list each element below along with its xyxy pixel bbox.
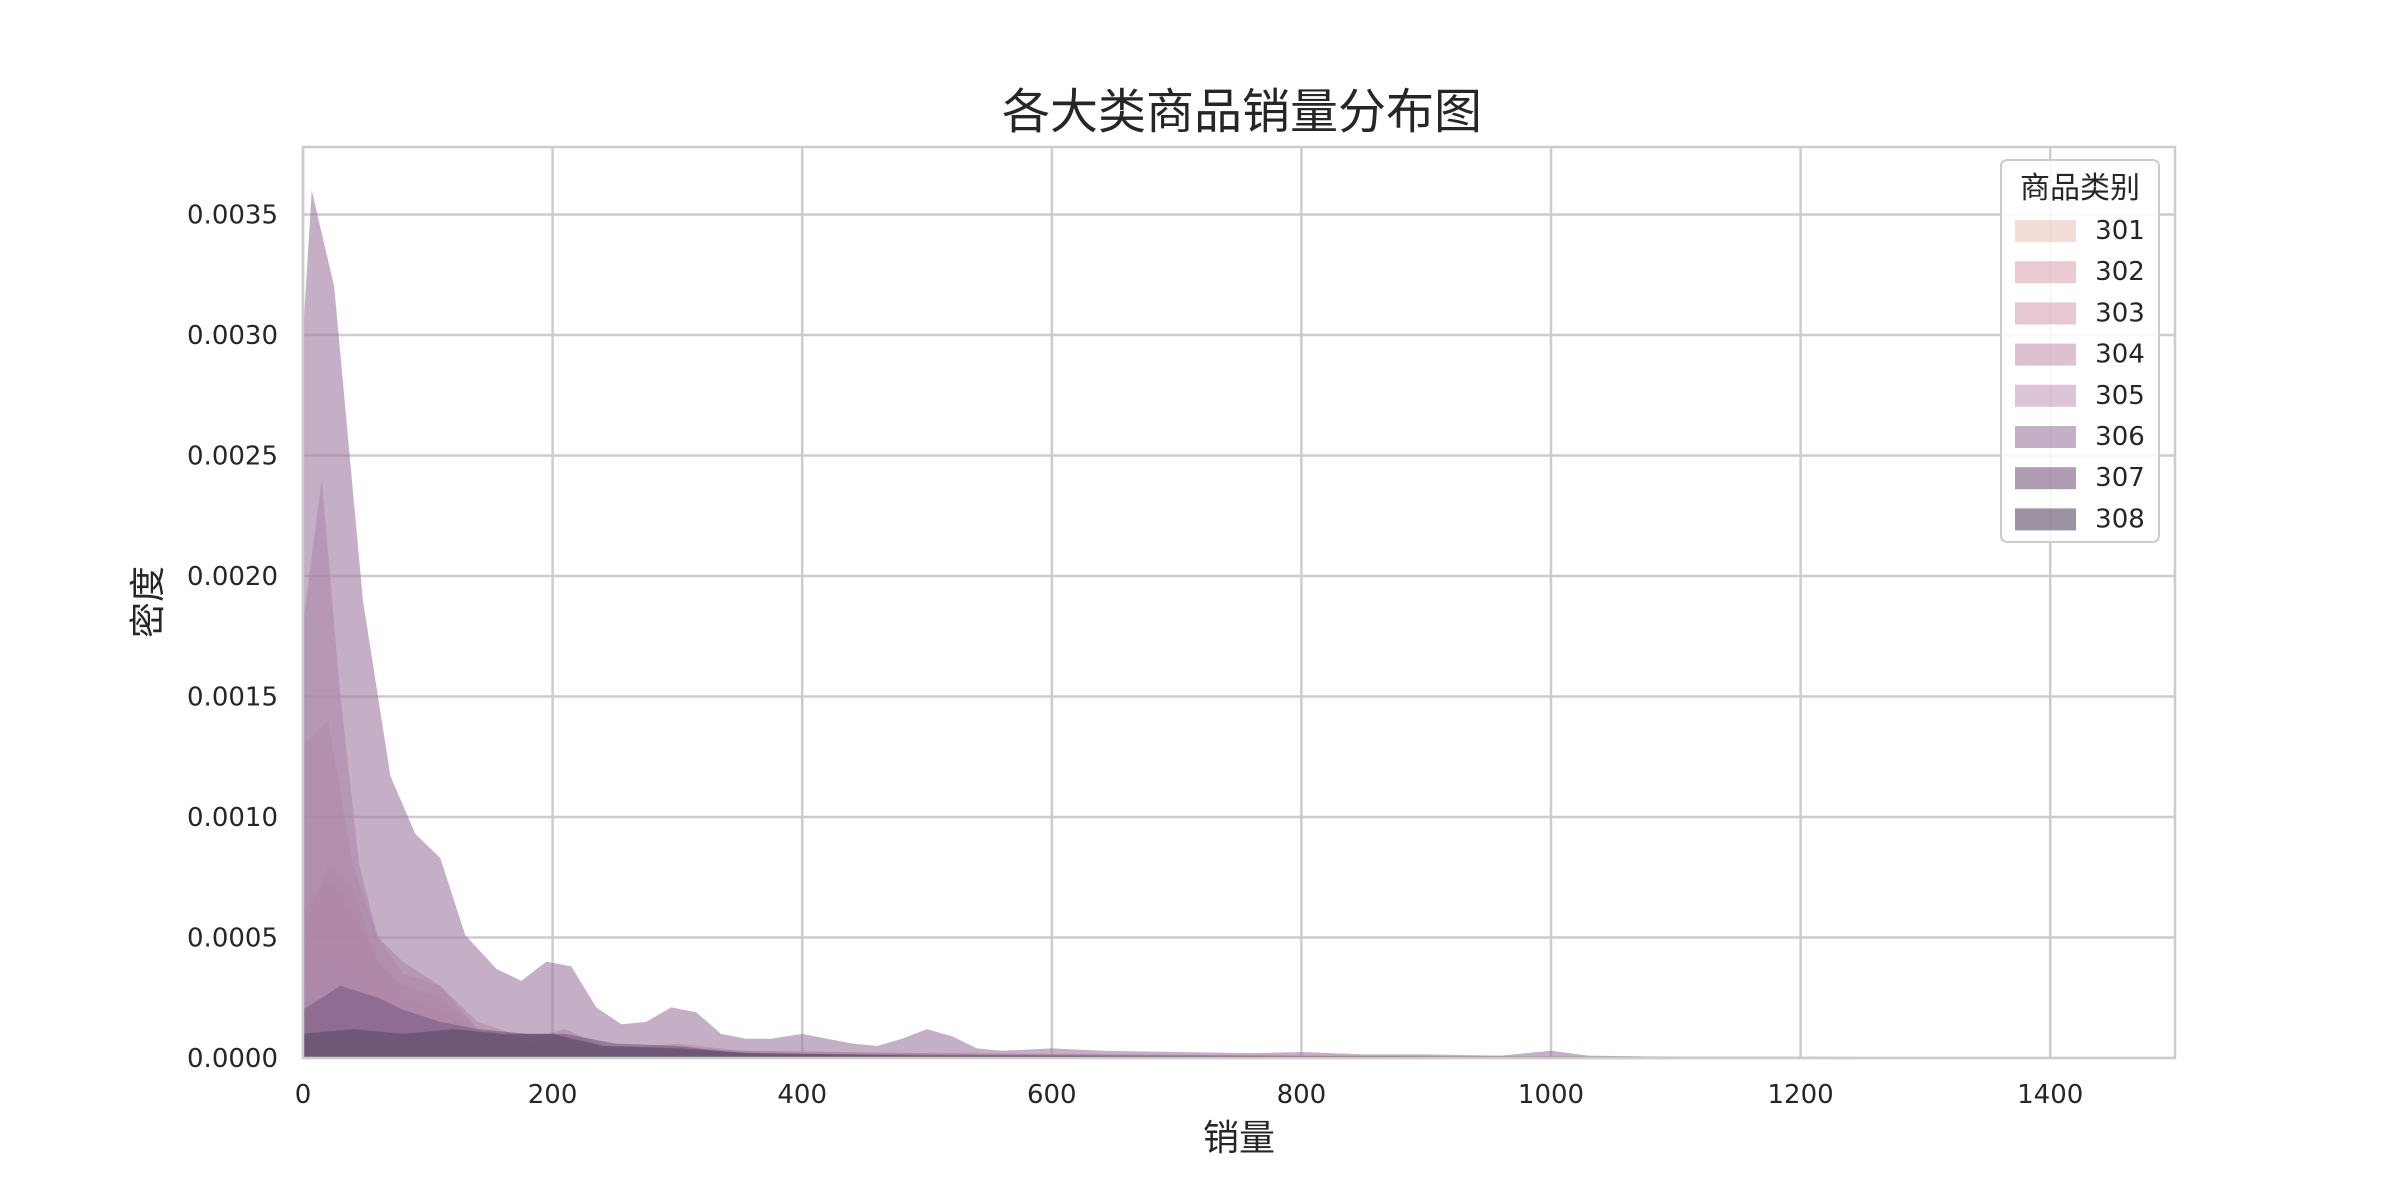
legend-swatch-302 <box>2015 261 2076 284</box>
area-series-306 <box>303 190 2175 1058</box>
legend: 商品类别 301 302 303 304 305 306 307 308 <box>2000 159 2160 543</box>
x-tick-label: 600 <box>1027 1080 1077 1110</box>
y-tick-label: 0.0010 <box>187 803 278 833</box>
plot-frame <box>301 145 2177 1060</box>
x-tick-label: 200 <box>528 1080 578 1110</box>
legend-swatch-303 <box>2015 302 2076 325</box>
legend-title: 商品类别 <box>2020 171 2140 206</box>
x-tick-label: 1000 <box>1518 1080 1584 1110</box>
legend-label-303: 303 <box>2095 298 2145 328</box>
legend-label-301: 301 <box>2095 216 2145 246</box>
y-axis-label: 密度 <box>128 566 169 638</box>
legend-items: 301 302 303 304 305 306 307 308 <box>2015 216 2145 534</box>
y-tick-label: 0.0030 <box>187 321 278 351</box>
x-tick-label: 800 <box>1277 1080 1327 1110</box>
legend-swatch-308 <box>2015 508 2076 531</box>
legend-label-308: 308 <box>2095 504 2145 534</box>
area-series-305 <box>303 479 2175 1059</box>
y-tick-label: 0.0025 <box>187 441 278 471</box>
y-tick-label: 0.0015 <box>187 682 278 712</box>
x-axis-label: 销量 <box>1203 1118 1275 1159</box>
legend-label-307: 307 <box>2095 463 2145 493</box>
legend-swatch-307 <box>2015 467 2076 490</box>
x-tick-label: 1200 <box>1768 1080 1834 1110</box>
legend-label-304: 304 <box>2095 340 2145 370</box>
x-tick-label: 400 <box>777 1080 827 1110</box>
x-tick-labels: 0 200 400 600 800 1000 1200 1400 <box>295 1080 2084 1110</box>
area-series-308 <box>303 1029 2175 1058</box>
area-series <box>303 190 2175 1059</box>
x-tick-label: 0 <box>295 1080 312 1110</box>
legend-swatch-304 <box>2015 343 2076 366</box>
legend-swatch-305 <box>2015 384 2076 407</box>
grid <box>301 147 2175 1060</box>
legend-label-302: 302 <box>2095 257 2145 287</box>
legend-label-305: 305 <box>2095 381 2145 411</box>
legend-swatch-306 <box>2015 426 2076 448</box>
legend-label-306: 306 <box>2095 422 2145 452</box>
y-tick-label: 0.0035 <box>187 200 278 230</box>
y-tick-labels: 0.0000 0.0005 0.0010 0.0015 0.0020 0.0025 0.00… <box>187 200 278 1074</box>
y-tick-label: 0.0005 <box>187 923 278 953</box>
y-tick-label: 0.0020 <box>187 562 278 592</box>
x-tick-label: 1400 <box>2017 1080 2083 1110</box>
chart-title: 各大类商品销量分布图 <box>1002 84 1482 140</box>
legend-swatch-301 <box>2015 220 2076 242</box>
y-tick-label: 0.0000 <box>187 1044 278 1074</box>
